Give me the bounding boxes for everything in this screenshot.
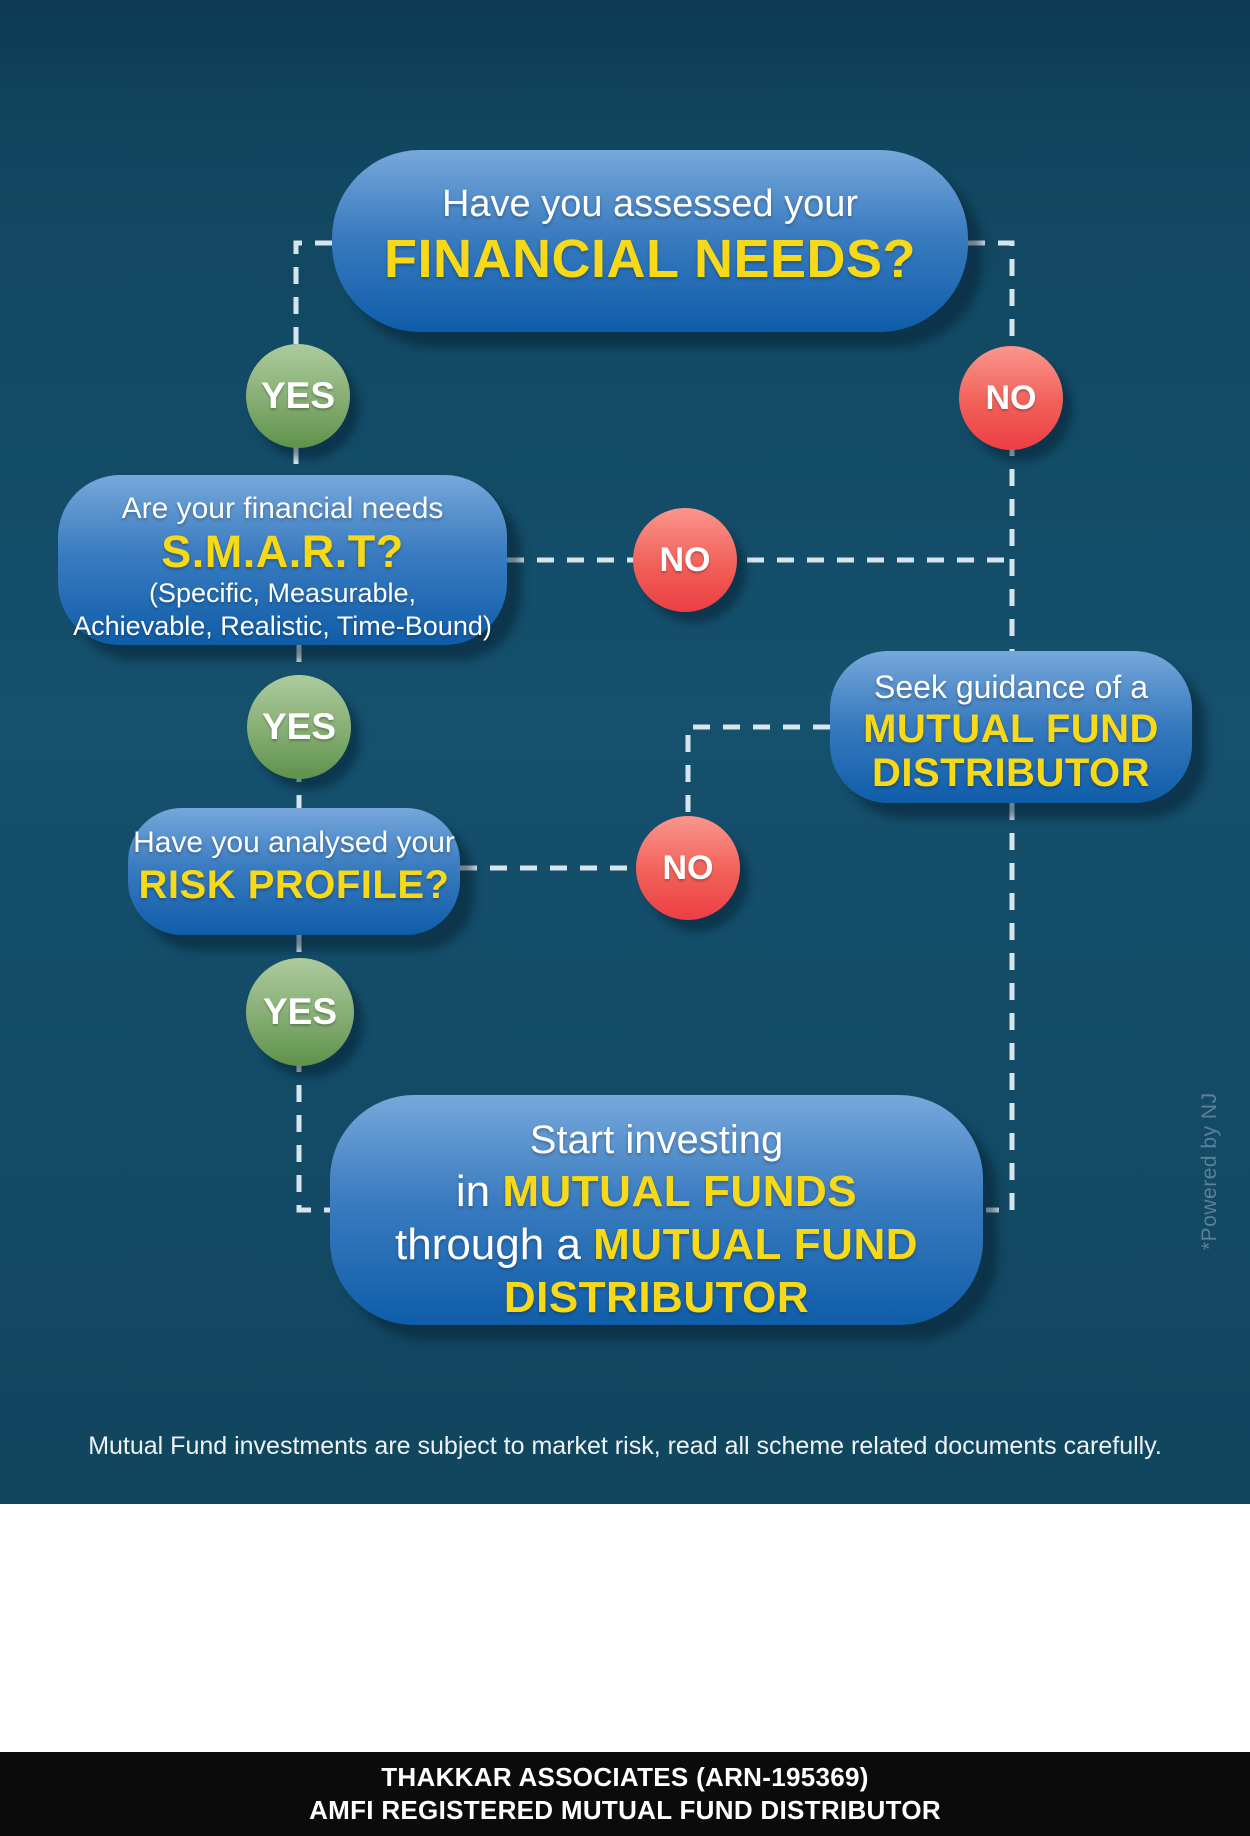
node-risk-profile: Have you analysed your RISK PROFILE?: [128, 808, 460, 935]
arn-line: THAKKAR ASSOCIATES (ARN-195369): [381, 1762, 869, 1792]
node-smart-line4: Achievable, Realistic, Time-Bound): [73, 611, 492, 641]
connector-seek-to-start: [986, 803, 1015, 1213]
flowchart-canvas: Have you assessed your FINANCIAL NEEDS? …: [0, 0, 1250, 1504]
no-badge-3-label: NO: [662, 848, 714, 887]
node-smart-line1: Are your financial needs: [121, 492, 444, 525]
bottom-bar: THAKKAR ASSOCIATES (ARN-195369) AMFI REG…: [0, 1752, 1250, 1836]
connector-no-financial-to-seek: [968, 240, 1015, 651]
node-seek-line1: Seek guidance of a: [874, 669, 1148, 705]
node-start-line1: Start investing: [529, 1118, 784, 1162]
node-seek-line3: DISTRIBUTOR: [871, 751, 1151, 795]
node-seek-line2: MUTUAL FUND: [863, 707, 1159, 751]
connector-seek-to-no-risk: [685, 724, 830, 818]
amfi-line: AMFI REGISTERED MUTUAL FUND DISTRIBUTOR: [309, 1795, 941, 1825]
powered-by-watermark: *Powered by NJ: [1198, 1092, 1221, 1250]
node-seek-guidance: Seek guidance of a MUTUAL FUND DISTRIBUT…: [830, 651, 1192, 803]
node-start-investing: Start investing in MUTUAL FUNDS through …: [330, 1095, 983, 1325]
no-badge-1: NO: [959, 346, 1063, 450]
node-risk-line1: Have you analysed your: [133, 826, 455, 859]
no-badge-1-label: NO: [985, 378, 1037, 417]
node-start-line3: through a MUTUAL FUND: [394, 1220, 919, 1269]
node-risk-line2: RISK PROFILE?: [138, 863, 450, 907]
yes-badge-1: YES: [246, 344, 350, 448]
node-start-line2: in MUTUAL FUNDS: [455, 1167, 858, 1216]
node-smart-line3: (Specific, Measurable,: [148, 578, 417, 608]
yes-badge-3-label: YES: [262, 991, 338, 1032]
no-badge-2-label: NO: [659, 540, 711, 579]
node-start-line4: DISTRIBUTOR: [503, 1273, 810, 1322]
node-financial-line2: FINANCIAL NEEDS?: [383, 229, 917, 289]
yes-badge-1-label: YES: [260, 375, 336, 416]
node-financial-line1: Have you assessed your: [441, 183, 859, 225]
no-badge-2: NO: [633, 508, 737, 612]
node-financial-needs: Have you assessed your FINANCIAL NEEDS?: [332, 150, 968, 332]
disclaimer-text: Mutual Fund investments are subject to m…: [88, 1432, 1162, 1460]
node-smart-line2: S.M.A.R.T?: [161, 526, 404, 577]
yes-badge-2-label: YES: [261, 706, 337, 747]
yes-badge-3: YES: [246, 958, 354, 1066]
no-badge-3: NO: [636, 816, 740, 920]
footer: T THAKKAR ASSOCIATES DIPTI Thakkar Assoc…: [0, 1504, 1250, 1752]
yes-badge-2: YES: [247, 675, 351, 779]
node-smart: Are your financial needs S.M.A.R.T? (Spe…: [58, 475, 507, 645]
